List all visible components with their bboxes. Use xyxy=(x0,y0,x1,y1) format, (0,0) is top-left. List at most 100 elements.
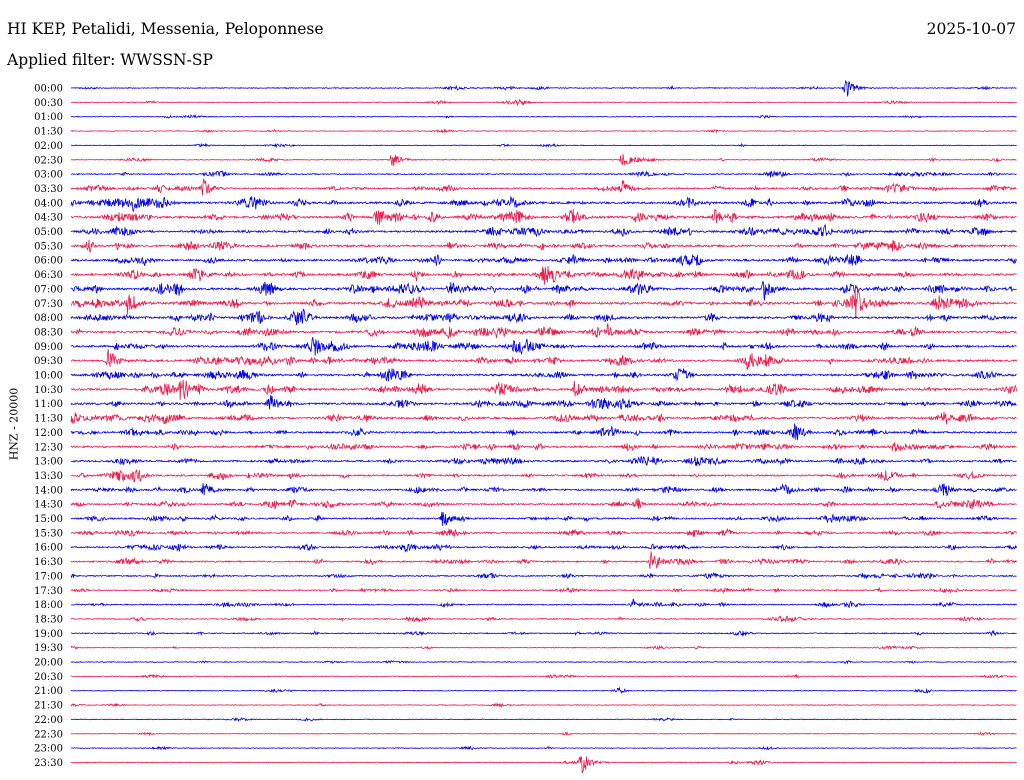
trace-2200 xyxy=(70,717,1017,722)
row-label-0000: 00:00 xyxy=(34,84,63,95)
trace-1000 xyxy=(70,368,1017,382)
trace-0930 xyxy=(70,349,1017,370)
trace-1830 xyxy=(70,615,1017,623)
row-label-2100: 21:00 xyxy=(34,686,63,697)
row-label-2200: 22:00 xyxy=(34,715,63,726)
trace-1400 xyxy=(70,483,1017,497)
row-label-1530: 15:30 xyxy=(34,528,63,539)
trace-0030 xyxy=(70,98,1017,107)
trace-0330 xyxy=(70,178,1017,196)
row-label-0100: 01:00 xyxy=(34,112,63,123)
trace-0130 xyxy=(70,128,1017,134)
station-title: HI KEP, Petalidi, Messenia, Peloponnese xyxy=(7,20,324,38)
row-label-1930: 19:30 xyxy=(34,643,63,654)
row-label-2300: 23:00 xyxy=(34,744,63,755)
trace-0100 xyxy=(70,113,1017,119)
row-label-0700: 07:00 xyxy=(34,284,63,295)
row-label-1230: 12:30 xyxy=(34,442,63,453)
trace-0000 xyxy=(70,79,1017,98)
trace-2300 xyxy=(70,745,1017,751)
trace-0300 xyxy=(70,170,1017,178)
trace-1130 xyxy=(70,411,1017,425)
row-label-0300: 03:00 xyxy=(34,170,63,181)
trace-1200 xyxy=(70,423,1017,441)
row-label-1500: 15:00 xyxy=(34,514,63,525)
trace-0600 xyxy=(70,253,1017,267)
row-label-0200: 02:00 xyxy=(34,141,63,152)
row-label-1030: 10:30 xyxy=(34,385,63,396)
row-label-0830: 08:30 xyxy=(34,327,63,338)
row-label-2000: 20:00 xyxy=(34,658,63,669)
trace-2230 xyxy=(70,731,1017,737)
row-label-0430: 04:30 xyxy=(34,213,63,224)
trace-1900 xyxy=(70,629,1017,637)
trace-0800 xyxy=(70,308,1017,326)
row-label-0330: 03:30 xyxy=(34,184,63,195)
trace-0430 xyxy=(70,208,1017,225)
trace-0630 xyxy=(70,265,1017,285)
row-label-1330: 13:30 xyxy=(34,471,63,482)
row-label-1430: 14:30 xyxy=(34,500,63,511)
row-label-0630: 06:30 xyxy=(34,270,63,281)
trace-1930 xyxy=(70,645,1017,650)
trace-0530 xyxy=(70,239,1017,254)
row-label-1300: 13:00 xyxy=(34,457,63,468)
row-label-0930: 09:30 xyxy=(34,356,63,367)
row-label-0030: 00:30 xyxy=(34,98,63,109)
trace-1330 xyxy=(70,469,1017,483)
row-label-1730: 17:30 xyxy=(34,586,63,597)
filter-label: Applied filter: WWSSN-SP xyxy=(7,51,213,69)
row-label-1630: 16:30 xyxy=(34,557,63,568)
date-label: 2025-10-07 xyxy=(926,20,1016,38)
trace-2330 xyxy=(70,756,1017,774)
trace-0830 xyxy=(70,323,1017,340)
trace-0700 xyxy=(70,280,1017,301)
trace-0400 xyxy=(70,195,1017,213)
row-label-2230: 22:30 xyxy=(34,729,63,740)
row-label-1900: 19:00 xyxy=(34,629,63,640)
row-label-0400: 04:00 xyxy=(34,198,63,209)
row-label-0500: 05:00 xyxy=(34,227,63,238)
trace-1500 xyxy=(70,511,1017,526)
trace-1730 xyxy=(70,586,1017,594)
trace-2100 xyxy=(70,686,1017,694)
trace-2130 xyxy=(70,702,1017,709)
trace-0230 xyxy=(70,153,1017,167)
trace-1700 xyxy=(70,572,1017,580)
trace-1030 xyxy=(70,379,1017,401)
traces xyxy=(70,79,1017,774)
trace-0500 xyxy=(70,223,1017,238)
row-label-1200: 12:00 xyxy=(34,428,63,439)
trace-0900 xyxy=(70,337,1017,356)
trace-1800 xyxy=(70,598,1017,609)
trace-1600 xyxy=(70,543,1017,553)
trace-1300 xyxy=(70,456,1017,467)
row-label-1000: 10:00 xyxy=(34,371,63,382)
row-label-1700: 17:00 xyxy=(34,571,63,582)
trace-1530 xyxy=(70,527,1017,538)
row-label-0230: 02:30 xyxy=(34,155,63,166)
trace-1100 xyxy=(70,394,1017,410)
row-label-1800: 18:00 xyxy=(34,600,63,611)
trace-0730 xyxy=(71,286,1017,319)
trace-1630 xyxy=(70,551,1017,569)
row-label-1830: 18:30 xyxy=(34,614,63,625)
trace-2000 xyxy=(70,660,1017,665)
row-label-1130: 11:30 xyxy=(34,414,63,425)
row-label-1400: 14:00 xyxy=(34,485,63,496)
row-label-2030: 20:30 xyxy=(34,672,63,683)
row-label-0800: 08:00 xyxy=(34,313,63,324)
row-labels: 00:00 00:30 01:00 01:30 02:00 02:30 03:00 03:30… xyxy=(34,84,63,769)
trace-1230 xyxy=(70,441,1017,452)
row-label-1100: 11:00 xyxy=(34,399,63,410)
row-label-0130: 01:30 xyxy=(34,127,63,138)
row-label-2330: 23:30 xyxy=(34,758,63,769)
trace-0200 xyxy=(70,142,1017,149)
row-label-0900: 09:00 xyxy=(34,342,63,353)
row-label-2130: 21:30 xyxy=(34,701,63,712)
row-label-0600: 06:00 xyxy=(34,256,63,267)
row-label-0530: 05:30 xyxy=(34,241,63,252)
trace-2030 xyxy=(70,673,1017,679)
row-label-1600: 16:00 xyxy=(34,543,63,554)
